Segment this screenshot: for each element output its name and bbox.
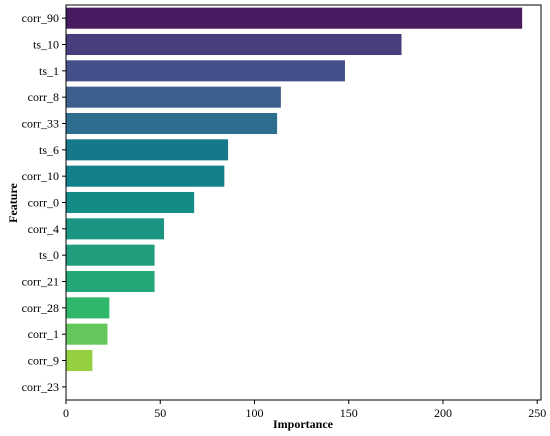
y-tick-label: corr_1 <box>28 327 59 341</box>
bar-ts-6 <box>66 139 229 161</box>
x-tick-label: 100 <box>245 406 263 420</box>
bars-layer <box>66 7 523 372</box>
y-axis-title: Feature <box>6 182 20 222</box>
y-tick-label: corr_4 <box>28 222 59 236</box>
y-tick-label: corr_10 <box>22 169 59 183</box>
y-tick-label: ts_0 <box>39 248 59 262</box>
y-tick-label: ts_1 <box>39 64 59 78</box>
y-tick-label: corr_23 <box>22 380 59 394</box>
y-tick-label: corr_90 <box>22 11 59 25</box>
y-tick-label: corr_21 <box>22 275 59 289</box>
y-tick-label: ts_6 <box>39 143 59 157</box>
x-tick-label: 0 <box>63 406 69 420</box>
bar-corr-0 <box>66 191 195 214</box>
x-tick-label: 50 <box>154 406 166 420</box>
x-axis-ticks: 0 50 100 150 200 250 <box>63 400 546 420</box>
bar-ts-0 <box>66 244 155 266</box>
bar-corr-10 <box>66 165 225 187</box>
bar-ts-1 <box>66 60 345 82</box>
y-axis-ticks: corr_90 ts_10 ts_1 corr_8 corr_33 ts_6 corr_10… <box>22 11 66 394</box>
bar-corr-28 <box>66 297 110 319</box>
x-tick-label: 200 <box>434 406 452 420</box>
bar-corr-9 <box>66 349 93 372</box>
bar-corr-90 <box>66 7 523 29</box>
bar-corr-33 <box>66 112 278 135</box>
y-tick-label: corr_9 <box>28 354 59 368</box>
y-tick-label: corr_0 <box>28 196 59 210</box>
x-axis-title: Importance <box>273 417 334 431</box>
bar-ts-10 <box>66 33 402 56</box>
x-tick-label: 250 <box>528 406 546 420</box>
y-tick-label: corr_8 <box>28 90 59 104</box>
bar-corr-1 <box>66 323 108 345</box>
y-tick-label: ts_10 <box>33 38 59 52</box>
bar-corr-21 <box>66 270 155 293</box>
x-tick-label: 150 <box>340 406 358 420</box>
y-tick-label: corr_33 <box>22 117 59 131</box>
bar-corr-8 <box>66 86 281 108</box>
plot-frame <box>65 4 542 401</box>
y-tick-label: corr_28 <box>22 301 59 315</box>
bar-corr-4 <box>66 218 165 240</box>
